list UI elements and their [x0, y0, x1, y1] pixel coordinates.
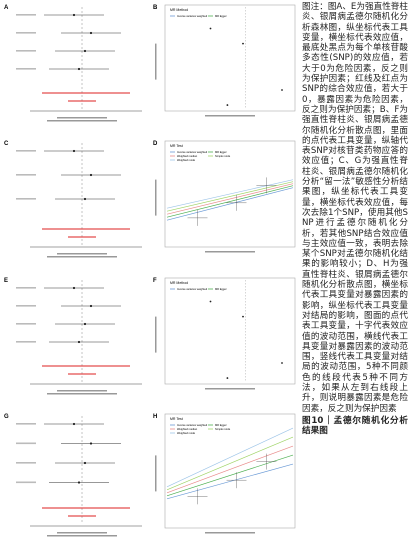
point [281, 362, 283, 364]
point [83, 49, 87, 53]
fit-line [166, 183, 294, 215]
snp-label [16, 462, 36, 464]
snp-label [16, 481, 36, 484]
point [89, 173, 93, 177]
snp-label [16, 442, 36, 445]
point [83, 461, 87, 465]
legend-item: Weighted median [177, 154, 198, 158]
snp-label [16, 50, 36, 52]
caption-text: 图注：图A、E为强直性脊柱炎、银屑病孟德尔随机化分析森林图，纵坐标代表工具变量，… [302, 2, 408, 414]
panel-letter: C [4, 141, 9, 147]
snp-label [16, 198, 36, 200]
point [72, 13, 76, 17]
panel-letter: H [153, 414, 157, 420]
snp-label [16, 423, 36, 425]
snp-label [16, 305, 36, 307]
snp-label [16, 174, 36, 176]
axis-title [205, 115, 255, 117]
plot-box [164, 277, 296, 385]
axis-title [155, 43, 157, 80]
point [83, 322, 87, 326]
legend-item: Inverse variance weighted [177, 287, 208, 291]
fit-line [166, 454, 294, 497]
point [242, 315, 244, 318]
fit-line [166, 181, 294, 212]
snp-label [16, 68, 36, 70]
snp-label [16, 323, 36, 325]
fit-line [166, 463, 294, 500]
fit-line [166, 179, 294, 209]
axis-title [47, 120, 117, 122]
legend-item: Weighted mode [177, 158, 196, 162]
legend-item: Inverse variance weighted [177, 423, 208, 427]
axis-title [205, 388, 255, 390]
legend-title: MR Method [170, 8, 188, 12]
panel-letter: B [153, 5, 158, 11]
point [89, 31, 93, 35]
legend-title: MR Method [170, 281, 188, 285]
legend-item: Weighted mode [177, 431, 196, 435]
legend-item: Inverse variance weighted [177, 150, 208, 154]
point [89, 304, 93, 308]
fit-line [166, 185, 294, 218]
figure-title: 图10｜孟德尔随机化分析结果图 [302, 415, 408, 437]
axis-title [205, 532, 255, 534]
point [77, 67, 81, 71]
snp-label [16, 341, 36, 343]
legend-title: MR Test [170, 144, 183, 148]
legend-item: Simple mode [215, 427, 231, 431]
snp-label [16, 287, 36, 289]
axis-title [155, 455, 157, 492]
point [72, 286, 76, 290]
panel-letter: E [4, 278, 8, 284]
fit-line [166, 427, 294, 488]
panel-letter: D [153, 141, 158, 147]
snp-label [16, 32, 36, 34]
legend-item: Inverse variance weighted [177, 14, 208, 18]
legend-item: MR Egger [215, 287, 227, 291]
axis-title [155, 179, 157, 216]
legend-title: MR Test [170, 417, 183, 421]
plot-box [164, 4, 296, 112]
panel-letter: G [4, 414, 9, 420]
fit-line [166, 436, 294, 491]
axis-title [205, 251, 255, 253]
panel-letter: A [4, 5, 9, 11]
figure: A B MR Method Inverse variance weighted MR E… [4, 4, 296, 537]
point [77, 340, 81, 344]
point [226, 104, 229, 106]
point [89, 442, 93, 445]
axis-title [155, 316, 157, 353]
point [281, 89, 283, 91]
axis-title [47, 393, 117, 395]
snp-label [16, 14, 36, 16]
axis-title [47, 256, 117, 258]
legend-item: Weighted median [177, 427, 198, 431]
point [72, 149, 76, 153]
axis-title [57, 532, 107, 534]
point [77, 481, 81, 484]
legend-item: Simple mode [215, 154, 231, 158]
point [72, 422, 76, 426]
axis-title [57, 253, 107, 255]
axis-title [47, 535, 117, 537]
fit-line [166, 187, 294, 221]
point [209, 27, 212, 30]
axis-title [57, 390, 107, 392]
caption: 图注：图A、E为强直性脊柱炎、银屑病孟德尔随机化分析森林图，纵坐标代表工具变量，… [302, 2, 408, 436]
legend-item: MR Egger [215, 423, 227, 427]
point [226, 377, 229, 379]
snp-label [16, 150, 36, 152]
axis-title [57, 117, 107, 119]
point [209, 300, 212, 303]
legend-item: MR Egger [215, 150, 227, 154]
plot-box [164, 413, 296, 529]
panel-letter: F [153, 278, 157, 284]
fit-line [166, 445, 294, 494]
legend-item: MR Egger [215, 14, 227, 18]
point [242, 42, 244, 45]
point [83, 197, 87, 201]
